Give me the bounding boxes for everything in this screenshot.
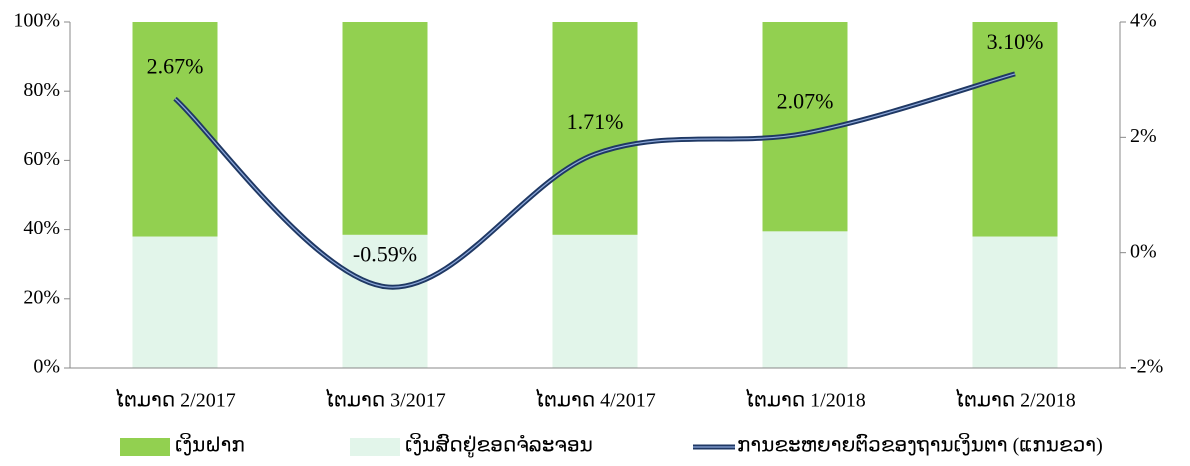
legend-label: ເງິນຝາກ: [175, 433, 245, 456]
legend-swatch: [120, 438, 170, 456]
data-label: 2.67%: [147, 54, 204, 79]
x-tick-label: ໄຕມາດ 4/2017: [534, 389, 655, 412]
y-tick-label: 60%: [23, 148, 60, 170]
y2-tick-label: -2%: [1130, 356, 1163, 378]
bar-segment: [762, 231, 848, 368]
y-tick-label: 0%: [33, 356, 60, 378]
data-label: 3.10%: [987, 29, 1044, 54]
y-tick-label: 20%: [23, 286, 60, 308]
x-tick-label: ໄຕມາດ 2/2018: [954, 389, 1075, 412]
y2-tick-label: 2%: [1130, 125, 1157, 147]
bar-segment: [342, 234, 428, 368]
data-label: 2.07%: [777, 88, 834, 113]
legend-label: ການຂະຫຍາຍຕົວຂອງຖານເງິນຕາ (ແກນຂວາ): [737, 433, 1103, 456]
data-label: 1.71%: [567, 109, 624, 134]
bar-segment: [972, 22, 1058, 237]
y-tick-label: 80%: [23, 79, 60, 101]
bar-segment: [552, 234, 638, 368]
bar-segment: [552, 22, 638, 235]
y-tick-label: 100%: [13, 10, 60, 32]
x-tick-label: ໄຕມາດ 3/2017: [324, 389, 445, 412]
y2-tick-label: 4%: [1130, 10, 1157, 32]
bar-segment: [132, 236, 218, 368]
y2-tick-label: 0%: [1130, 240, 1157, 262]
bar-segment: [342, 22, 428, 235]
x-tick-label: ໄຕມາດ 1/2018: [744, 389, 865, 412]
legend-label: ເງິນສົດຢູ່ຂອດຈໍລະຈອນ: [405, 433, 593, 457]
y-tick-label: 40%: [23, 217, 60, 239]
data-label: -0.59%: [353, 242, 417, 267]
line-highlight: [174, 73, 1016, 288]
legend-swatch: [350, 438, 400, 456]
bar-segment: [972, 236, 1058, 368]
x-tick-label: ໄຕມາດ 2/2017: [114, 389, 235, 412]
